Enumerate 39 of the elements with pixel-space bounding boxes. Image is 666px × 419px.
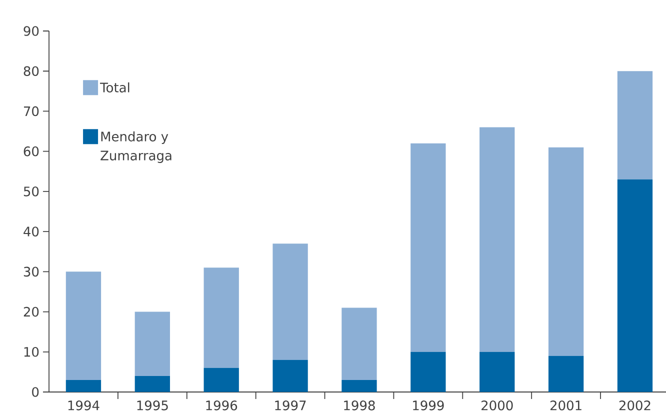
y-tick-label: 90 bbox=[24, 26, 39, 36]
legend-label: Total bbox=[100, 82, 130, 92]
y-tick-label: 20 bbox=[24, 306, 39, 317]
bar bbox=[272, 360, 308, 392]
bar bbox=[410, 143, 446, 352]
y-tick-label: 40 bbox=[24, 226, 39, 236]
bar bbox=[342, 380, 377, 392]
y-tick-label: 70 bbox=[24, 106, 39, 116]
y-tick-label: 80 bbox=[24, 66, 39, 76]
x-tick-label: 2002 bbox=[619, 400, 650, 410]
y-tick-label: 30 bbox=[24, 266, 39, 277]
bar bbox=[480, 127, 515, 352]
bar bbox=[204, 368, 239, 392]
bar bbox=[66, 272, 102, 380]
bar bbox=[204, 268, 239, 368]
y-tick-label: 10 bbox=[24, 346, 39, 357]
legend-label: Mendaro y Zumarraga bbox=[100, 131, 172, 163]
x-tick-label: 1996 bbox=[206, 400, 238, 410]
bar bbox=[617, 71, 653, 180]
bar bbox=[480, 352, 515, 392]
bar bbox=[410, 352, 446, 392]
bar bbox=[342, 308, 377, 380]
y-tick-label: 50 bbox=[24, 186, 39, 196]
bar bbox=[66, 380, 102, 392]
x-tick-label: 1994 bbox=[68, 400, 100, 410]
y-tick-label: 60 bbox=[24, 146, 39, 156]
bar bbox=[272, 244, 308, 360]
bar bbox=[134, 312, 170, 376]
bar bbox=[617, 179, 653, 392]
y-tick-label: 0 bbox=[32, 387, 39, 397]
x-tick-label: 1997 bbox=[275, 400, 306, 410]
bar bbox=[548, 356, 584, 392]
x-tick-label: 1998 bbox=[344, 400, 375, 410]
x-tick-label: 2001 bbox=[550, 400, 582, 410]
x-tick-label: 1999 bbox=[413, 400, 444, 410]
bar bbox=[134, 376, 170, 392]
bar bbox=[548, 147, 584, 356]
x-tick-label: 2000 bbox=[482, 400, 513, 410]
x-tick-label: 1995 bbox=[137, 400, 168, 410]
